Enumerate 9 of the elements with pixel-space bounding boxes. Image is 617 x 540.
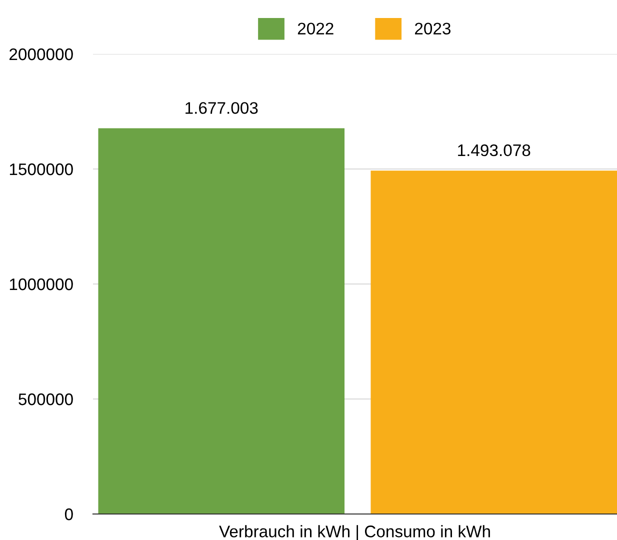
legend-label: 2022 bbox=[298, 22, 334, 34]
y-tick-label: 1000000 bbox=[10, 278, 73, 290]
y-tick-label: 1500000 bbox=[10, 163, 73, 176]
data-label: 1.677.003 bbox=[186, 102, 258, 114]
y-tick-label: 500000 bbox=[18, 393, 73, 406]
legend-label: 2023 bbox=[415, 22, 451, 34]
y-tick-label: 2000000 bbox=[10, 48, 73, 60]
data-label: 1.493.078 bbox=[458, 144, 530, 156]
y-tick-label: 0 bbox=[64, 508, 73, 520]
